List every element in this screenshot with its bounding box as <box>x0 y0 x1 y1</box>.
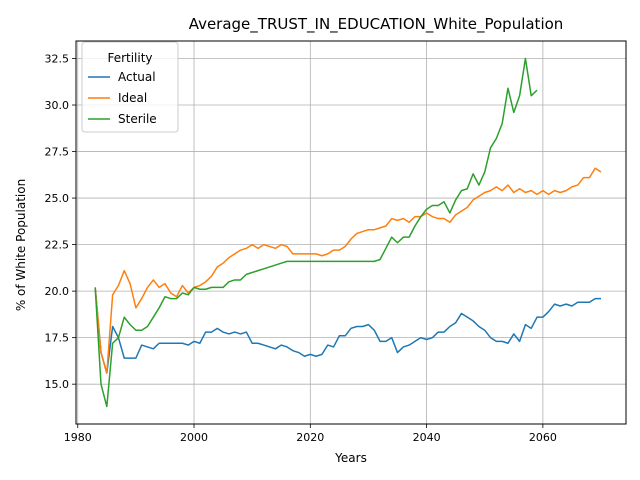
x-axis-ticks: 1980 2000 2020 2040 2060 <box>64 424 557 444</box>
x-tick-label: 2020 <box>296 431 324 444</box>
y-axis-ticks: 15.0 17.5 20.0 22.5 25.0 27.5 30.0 32.5 <box>45 52 76 391</box>
y-tick-label: 17.5 <box>45 332 70 345</box>
y-tick-label: 27.5 <box>45 146 70 159</box>
series-lines <box>94 57 602 408</box>
legend-box <box>81 41 179 133</box>
legend-label-sterile: Sterile <box>118 112 157 126</box>
x-tick-label: 1980 <box>64 431 92 444</box>
y-tick-label: 25.0 <box>45 192 70 205</box>
series-line-sterile <box>94 57 538 408</box>
series-line-actual <box>94 287 601 374</box>
y-axis-label: % of White Population <box>14 179 28 311</box>
x-tick-label: 2000 <box>180 431 208 444</box>
x-axis-label: Years <box>334 451 367 465</box>
y-tick-label: 20.0 <box>45 285 70 298</box>
legend-title: Fertility <box>107 51 152 65</box>
legend-label-actual: Actual <box>118 70 156 84</box>
series-line-ideal <box>94 167 602 374</box>
plot-frame <box>75 40 627 425</box>
y-tick-label: 22.5 <box>45 239 70 252</box>
y-tick-label: 30.0 <box>45 99 70 112</box>
x-tick-label: 2040 <box>413 431 441 444</box>
y-tick-label: 32.5 <box>45 52 70 65</box>
legend-entries: Actual Ideal Sterile <box>88 70 157 126</box>
chart-title: Average_TRUST_IN_EDUCATION_White_Populat… <box>189 15 564 34</box>
y-tick-label: 15.0 <box>45 378 70 391</box>
legend-label-ideal: Ideal <box>118 91 147 105</box>
legend: Fertility Actual Ideal Sterile <box>81 41 179 133</box>
x-tick-label: 2060 <box>529 431 557 444</box>
